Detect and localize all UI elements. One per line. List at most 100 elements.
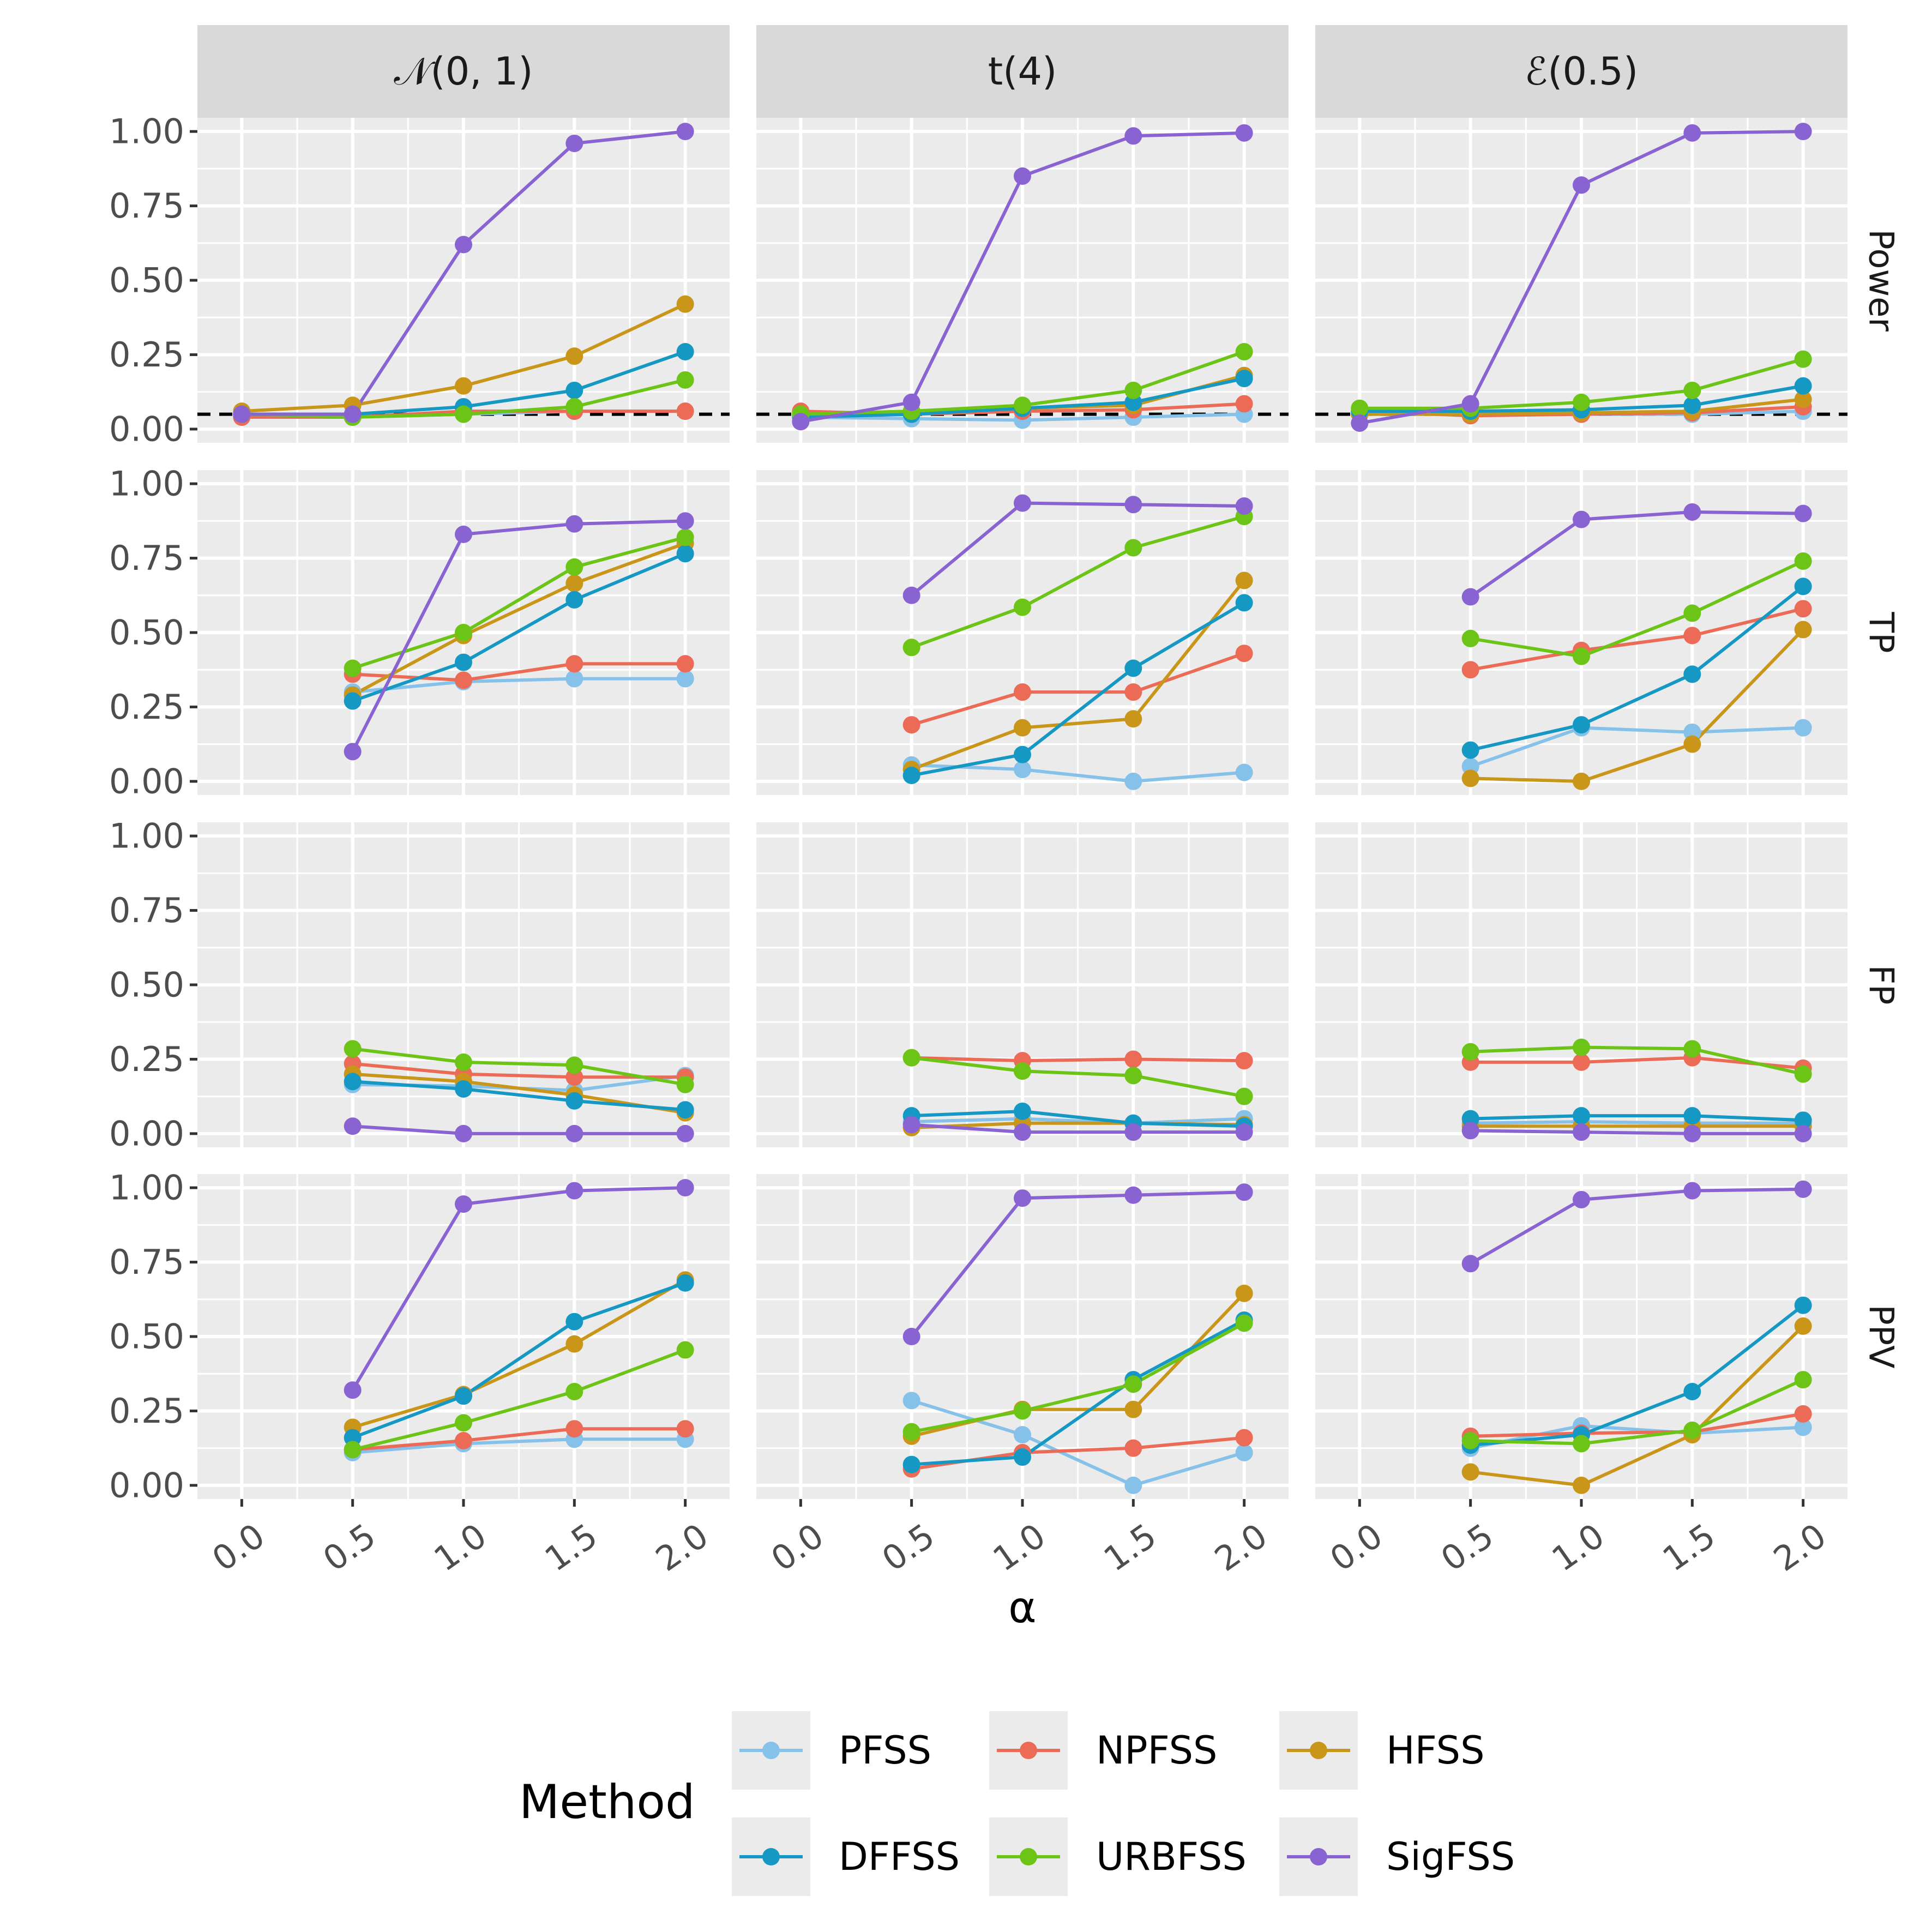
- point-npfss: [676, 1420, 694, 1438]
- point-pfss: [1014, 761, 1031, 779]
- panel-fp-col-1: [197, 822, 730, 1147]
- point-urbfss: [902, 639, 920, 657]
- panel-power-col-3: [1315, 118, 1847, 443]
- point-urbfss: [1461, 1432, 1479, 1450]
- point-sigfss: [676, 1179, 694, 1197]
- series-line-pfss: [1470, 1120, 1803, 1125]
- strip-col-2: t(4): [756, 25, 1289, 118]
- point-sigfss: [233, 405, 251, 423]
- legend-key-point: [1020, 1742, 1037, 1759]
- series-line-sigfss: [1470, 1129, 1803, 1135]
- point-urbfss: [676, 1075, 694, 1093]
- point-sigfss: [1351, 414, 1369, 432]
- series-line-urbfss: [352, 535, 686, 670]
- point-npfss: [565, 1420, 583, 1438]
- point-dffss: [1124, 659, 1142, 677]
- point-sigfss: [1014, 1123, 1031, 1141]
- point-dffss: [1794, 577, 1812, 595]
- point-sigfss: [676, 123, 694, 141]
- point-dffss: [1573, 716, 1590, 734]
- point-sigfss: [565, 134, 583, 152]
- panel-tp-col-1: [197, 470, 730, 795]
- point-urbfss: [1014, 1062, 1031, 1080]
- point-hfss: [455, 377, 472, 395]
- point-urbfss: [1461, 629, 1479, 647]
- point-urbfss: [1573, 393, 1590, 411]
- series-line-dffss: [352, 552, 686, 703]
- point-urbfss: [1683, 381, 1701, 399]
- series-line-urbfss: [352, 1047, 686, 1086]
- legend-key-point: [1020, 1848, 1037, 1865]
- point-npfss: [1124, 1050, 1142, 1068]
- point-hfss: [1461, 769, 1479, 787]
- point-hfss: [1461, 1463, 1479, 1481]
- column-strips: 𝒩(0, 1) t(4) ℰ(0.5): [197, 25, 1847, 118]
- legend-key-point: [762, 1742, 780, 1759]
- point-dffss: [1573, 1107, 1590, 1125]
- panel-tp-col-2: [756, 470, 1289, 795]
- point-npfss: [1014, 683, 1031, 701]
- series-line-dffss: [1470, 1304, 1804, 1447]
- point-urbfss: [1014, 1402, 1031, 1420]
- point-sigfss: [1235, 1123, 1253, 1141]
- legend-item-npfss: NPFSS: [989, 1711, 1217, 1790]
- y-tick-label: 0.50: [109, 261, 184, 300]
- point-sigfss: [1124, 1186, 1142, 1204]
- series-line-npfss: [1470, 607, 1804, 672]
- point-sigfss: [676, 1124, 694, 1142]
- point-sigfss: [792, 413, 810, 431]
- point-sigfss: [1794, 504, 1812, 522]
- y-tick-label: 0.50: [109, 1317, 184, 1357]
- series-line-urbfss: [352, 1348, 686, 1452]
- series-line-pfss: [911, 1117, 1244, 1125]
- y-tick-label: 1.00: [109, 1168, 184, 1208]
- point-hfss: [1235, 571, 1253, 589]
- y-tick-label: 1.00: [109, 816, 184, 856]
- series-line-dffss: [352, 1080, 685, 1112]
- legend: Method PFSS NPFSS HFSS DFFSS URBFSS SigFSS: [519, 1711, 1515, 1896]
- point-urbfss: [1573, 647, 1590, 665]
- series-line-hfss: [1470, 1325, 1804, 1487]
- point-hfss: [1124, 710, 1142, 728]
- point-urbfss: [1124, 1375, 1142, 1393]
- point-npfss: [1235, 645, 1253, 663]
- point-urbfss: [1124, 381, 1142, 399]
- point-dffss: [1683, 396, 1701, 414]
- point-dffss: [455, 1387, 472, 1405]
- point-urbfss: [1794, 350, 1812, 368]
- point-urbfss: [1235, 1314, 1253, 1332]
- series-line-npfss: [352, 1427, 685, 1452]
- point-sigfss: [1794, 1124, 1812, 1142]
- legend-label: SigFSS: [1386, 1834, 1515, 1879]
- point-hfss: [676, 295, 694, 313]
- point-npfss: [676, 655, 694, 673]
- point-urbfss: [1794, 552, 1812, 570]
- point-urbfss: [676, 528, 694, 546]
- point-npfss: [902, 716, 920, 734]
- series-line-sigfss: [910, 1190, 1244, 1338]
- point-sigfss: [455, 236, 472, 254]
- point-sigfss: [565, 1124, 583, 1142]
- point-pfss: [1235, 1443, 1253, 1461]
- strip-col-1: 𝒩(0, 1): [197, 25, 730, 118]
- y-tick-label: 0.25: [109, 1391, 184, 1431]
- y-tick-label: 0.00: [109, 409, 184, 449]
- point-urbfss: [455, 405, 472, 423]
- y-tick-label: 0.50: [109, 965, 184, 1005]
- strip-col-3: ℰ(0.5): [1315, 25, 1847, 118]
- point-sigfss: [902, 1116, 920, 1134]
- point-sigfss: [1461, 1255, 1479, 1273]
- point-npfss: [1124, 683, 1142, 701]
- point-npfss: [1461, 661, 1479, 679]
- y-tick-label: 0.75: [109, 1242, 184, 1282]
- series-line-npfss: [911, 652, 1245, 727]
- point-dffss: [676, 545, 694, 563]
- series-line-hfss: [1470, 628, 1804, 783]
- series-line-pfss: [911, 763, 1244, 783]
- point-sigfss: [1683, 1182, 1701, 1200]
- point-pfss: [676, 670, 694, 688]
- series-line-urbfss: [1470, 1045, 1804, 1076]
- point-urbfss: [1683, 604, 1701, 622]
- point-urbfss: [344, 1441, 362, 1459]
- point-urbfss: [1124, 1067, 1142, 1085]
